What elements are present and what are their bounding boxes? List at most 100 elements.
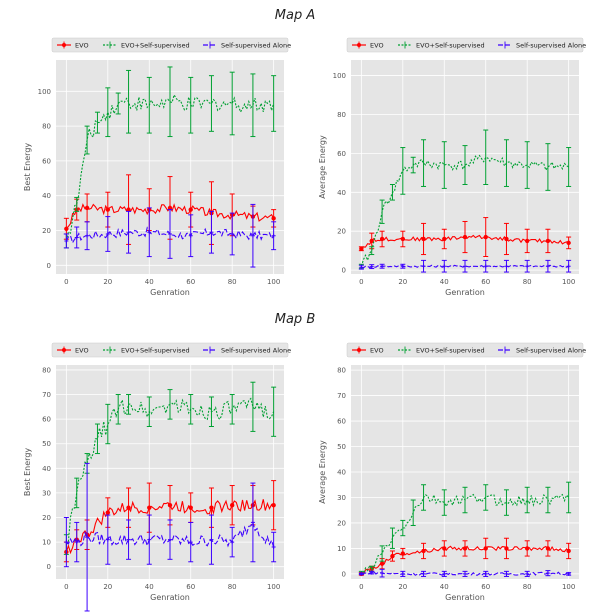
point-evo	[105, 510, 111, 515]
chart-map-b-average-energy: 0 10 20 30 40 50 60 70 80 0 20 40 60 80 100 Genration Av…	[318, 342, 586, 602]
point-evo	[188, 207, 193, 212]
point-evo	[84, 205, 90, 211]
point-evo	[167, 205, 173, 211]
x-tick-label: 60	[186, 583, 195, 591]
legend-label-self-supervised-alone: Self-supervised Alone	[221, 346, 291, 354]
y-axis-label: Best Energy	[23, 448, 32, 497]
x-tick-label: 80	[228, 583, 237, 591]
point-evo	[504, 546, 509, 551]
point-self-supervised-alone	[400, 264, 405, 269]
y-tick-label: 80	[42, 123, 51, 131]
point-self-supervised-alone	[463, 264, 467, 269]
y-tick-label: 10	[337, 545, 346, 553]
point-self-supervised-alone	[188, 540, 193, 545]
y-tick-label: 80	[42, 366, 51, 374]
x-tick-label: 80	[523, 278, 532, 286]
point-self-supervised-alone	[147, 537, 152, 542]
point-self-supervised-alone	[483, 264, 488, 269]
point-self-supervised-alone	[105, 537, 110, 542]
point-self-supervised-alone	[188, 233, 193, 238]
point-self-supervised-alone	[85, 233, 90, 238]
point-self-supervised-alone	[209, 537, 214, 542]
chart-map-a-best-energy: 0 20 40 60 80 100 0 20 40 60 80 100 Genration Best En…	[23, 37, 291, 297]
point-self-supervised-alone	[463, 571, 467, 576]
series-line-evo-self-supervised	[360, 154, 569, 267]
point-evo	[271, 216, 276, 221]
point-self-supervised-alone	[168, 537, 172, 542]
point-self-supervised-alone	[168, 231, 172, 236]
point-evo	[483, 234, 488, 240]
point-evo	[126, 505, 131, 510]
x-tick-label: 20	[398, 278, 407, 286]
legend-label-evo: EVO	[75, 346, 89, 354]
point-evo	[147, 505, 152, 510]
point-self-supervised-alone	[483, 571, 488, 576]
y-axis-label: Best Energy	[23, 143, 32, 192]
series-line-self-supervised-alone	[361, 264, 569, 269]
point-self-supervised-alone	[442, 571, 447, 576]
y-tick-label: 80	[337, 111, 346, 119]
x-tick-label: 60	[481, 278, 490, 286]
point-self-supervised-alone	[74, 235, 79, 240]
point-evo	[400, 551, 406, 556]
point-self-supervised-alone	[525, 264, 530, 269]
point-self-supervised-alone	[271, 545, 276, 550]
x-tick-label: 40	[440, 583, 449, 591]
legend-label-self-supervised-alone: Self-supervised Alone	[516, 346, 586, 354]
chart-map-b-best-energy: 0 10 20 30 40 50 60 70 80 0 20 40 60 80 100 Genration Be…	[23, 342, 291, 612]
legend-label-evo: EVO	[370, 41, 384, 49]
legend-label-evo-self-supervised: EVO+Self-supervised	[416, 346, 485, 354]
point-evo	[64, 226, 69, 231]
point-self-supervised-alone	[566, 264, 571, 269]
point-self-supervised-alone	[250, 520, 255, 525]
x-tick-label: 0	[64, 278, 68, 286]
point-evo	[271, 503, 276, 508]
point-self-supervised-alone	[230, 540, 235, 545]
x-tick-label: 0	[359, 583, 363, 591]
legend-box	[51, 342, 289, 358]
y-tick-label: 0	[342, 267, 346, 275]
point-evo	[229, 503, 235, 508]
y-tick-label: 80	[337, 367, 346, 375]
series-line-evo-self-supervised	[65, 93, 275, 242]
y-tick-label: 20	[337, 519, 346, 527]
y-tick-label: 0	[342, 570, 346, 578]
point-evo	[442, 546, 447, 551]
y-tick-label: 30	[42, 489, 51, 497]
point-evo	[524, 238, 530, 244]
x-tick-label: 20	[398, 583, 407, 591]
point-evo	[105, 207, 111, 212]
point-self-supervised-alone	[545, 571, 550, 576]
point-evo	[390, 553, 395, 559]
point-evo	[524, 546, 530, 551]
y-tick-label: 10	[42, 539, 51, 547]
y-tick-label: 50	[337, 443, 346, 451]
y-tick-label: 0	[47, 262, 51, 270]
point-evo	[483, 546, 488, 551]
x-tick-label: 80	[523, 583, 532, 591]
x-tick-label: 40	[440, 278, 449, 286]
y-tick-label: 50	[42, 440, 51, 448]
x-axis-label: Genration	[150, 593, 190, 602]
map-a-title: Map A	[274, 8, 316, 23]
x-tick-label: 40	[145, 278, 154, 286]
point-self-supervised-alone	[230, 231, 235, 236]
point-self-supervised-alone	[359, 265, 364, 270]
point-evo	[379, 236, 385, 242]
legend-label-self-supervised-alone: Self-supervised Alone	[221, 41, 291, 49]
point-self-supervised-alone	[64, 540, 69, 545]
legend-marker-evo	[62, 348, 66, 352]
point-self-supervised-alone	[566, 571, 571, 576]
point-evo	[504, 236, 509, 242]
point-self-supervised-alone	[250, 233, 255, 238]
point-evo	[545, 238, 551, 244]
point-self-supervised-alone	[380, 571, 385, 576]
legend-label-evo-self-supervised: EVO+Self-supervised	[121, 346, 190, 354]
point-self-supervised-alone	[271, 233, 276, 238]
chart-map-a-average-energy: 0 20 40 60 80 100 0 20 40 60 80 100 Genration Average…	[318, 37, 586, 297]
point-evo	[379, 561, 385, 566]
x-tick-label: 0	[359, 278, 363, 286]
map-b-title: Map B	[274, 312, 316, 327]
y-tick-label: 20	[337, 228, 346, 236]
point-self-supervised-alone	[74, 540, 79, 545]
